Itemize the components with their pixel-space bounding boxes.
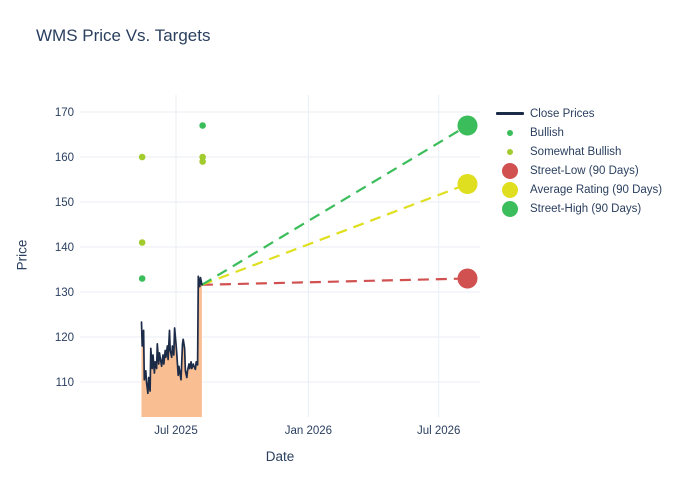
legend-label: Somewhat Bullish: [530, 145, 622, 158]
street_high-projection-line: [201, 124, 469, 286]
y-tick-140: 140: [55, 242, 74, 254]
y-tick-120: 120: [55, 332, 74, 344]
legend-label: Average Rating (90 Days): [530, 183, 663, 196]
x-axis-title: Date: [265, 449, 295, 464]
legend-label: Bullish: [530, 126, 564, 139]
legend-item-bullish[interactable]: Bullish: [495, 123, 662, 142]
dot-swatch-icon: [495, 181, 525, 198]
dot-swatch-icon: [495, 162, 525, 179]
dot-swatch-icon: [495, 129, 525, 136]
x-tick-1: Jan 2026: [285, 425, 332, 437]
y-tick-150: 150: [55, 197, 74, 209]
y-tick-160: 160: [55, 152, 74, 164]
y-tick-110: 110: [56, 377, 74, 389]
somewhat-bullish-point[interactable]: [138, 239, 146, 246]
street_high-dot[interactable]: [457, 115, 478, 136]
legend-item-street-high[interactable]: Street-High (90 Days): [495, 199, 662, 218]
somewhat-bullish-point[interactable]: [199, 158, 206, 165]
legend-label: Street-Low (90 Days): [530, 164, 639, 177]
street_low-dot[interactable]: [457, 268, 478, 289]
legend-item-average-rating[interactable]: Average Rating (90 Days): [495, 180, 662, 199]
y-axis-title: Price: [14, 239, 30, 271]
street_low-projection-line: [201, 277, 468, 286]
dot-swatch-icon: [495, 200, 525, 217]
close-prices-fill: [141, 276, 202, 417]
legend-item-somewhat-bullish[interactable]: Somewhat Bullish: [495, 142, 662, 161]
close-prices-line[interactable]: [140, 275, 203, 395]
legend-item-close-prices[interactable]: Close Prices: [495, 104, 662, 123]
legend-label: Street-High (90 Days): [530, 202, 642, 215]
y-tick-170: 170: [55, 107, 74, 119]
dot-swatch-icon: [495, 148, 525, 155]
legend-label: Close Prices: [530, 107, 595, 120]
legend: Close Prices Bullish Somewhat Bullish St…: [495, 104, 662, 218]
chart-title: WMS Price Vs. Targets: [36, 26, 211, 45]
x-tick-2: Jul 2026: [417, 425, 460, 437]
y-tick-130: 130: [55, 287, 74, 299]
bullish-point[interactable]: [199, 122, 206, 129]
bullish-point[interactable]: [138, 275, 146, 282]
line-swatch-icon: [495, 112, 525, 115]
average_rating-dot[interactable]: [457, 174, 478, 194]
x-tick-0: Jul 2025: [154, 425, 197, 437]
legend-item-street-low[interactable]: Street-Low (90 Days): [495, 161, 662, 180]
average_rating-projection-line: [201, 182, 468, 286]
somewhat-bullish-point[interactable]: [138, 153, 146, 161]
